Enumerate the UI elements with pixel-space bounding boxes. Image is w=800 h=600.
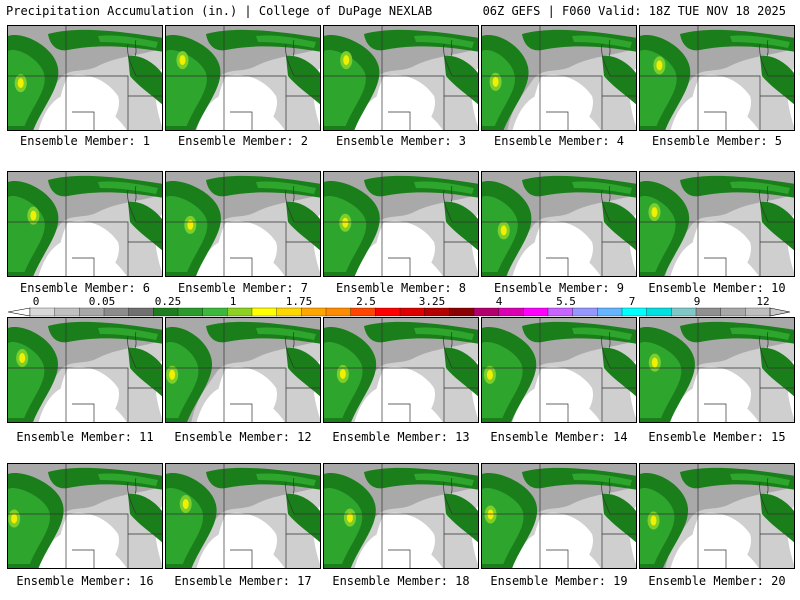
ensemble-map-3 bbox=[323, 25, 479, 131]
colorbar-tick-label: 1.75 bbox=[285, 295, 313, 308]
ensemble-map-11 bbox=[7, 317, 163, 423]
ensemble-member-label: Ensemble Member: 11 bbox=[16, 430, 154, 444]
ensemble-member-label: Ensemble Member: 14 bbox=[490, 430, 628, 444]
ensemble-map-7 bbox=[165, 171, 321, 277]
colorbar-tick-label: 2.5 bbox=[356, 295, 376, 308]
colorbar-tick-label: 0.05 bbox=[88, 295, 116, 308]
colorbar-tick-label: 1 bbox=[229, 295, 237, 308]
ensemble-member-label: Ensemble Member: 18 bbox=[332, 574, 470, 588]
ensemble-member-label: Ensemble Member: 5 bbox=[651, 134, 783, 148]
run-valid-time: 06Z GEFS | F060 Valid: 18Z TUE NOV 18 20… bbox=[482, 4, 786, 18]
colorbar-segment bbox=[572, 307, 598, 317]
ensemble-map-1 bbox=[7, 25, 163, 131]
ensemble-member-label: Ensemble Member: 12 bbox=[174, 430, 312, 444]
ensemble-map-18 bbox=[323, 463, 479, 569]
ensemble-map-17 bbox=[165, 463, 321, 569]
map-title: Precipitation Accumulation (in.) | Colle… bbox=[6, 4, 433, 18]
ensemble-map-9 bbox=[481, 171, 637, 277]
ensemble-map-13 bbox=[323, 317, 479, 423]
colorbar-tick-label: 0.25 bbox=[154, 295, 182, 308]
colorbar-tick-label: 9 bbox=[693, 295, 701, 308]
ensemble-member-label: Ensemble Member: 7 bbox=[177, 281, 309, 295]
colorbar-segment bbox=[745, 307, 771, 317]
colorbar-right-arrow bbox=[769, 307, 791, 317]
ensemble-member-label: Ensemble Member: 19 bbox=[490, 574, 628, 588]
colorbar-tick-label: 3.25 bbox=[418, 295, 446, 308]
colorbar-segment bbox=[29, 307, 56, 317]
colorbar-segment bbox=[103, 307, 130, 317]
colorbar-segment bbox=[424, 307, 450, 317]
colorbar-tick-label: 0 bbox=[32, 295, 40, 308]
ensemble-member-label: Ensemble Member: 3 bbox=[335, 134, 467, 148]
colorbar-segment bbox=[227, 307, 253, 317]
colorbar-segment bbox=[449, 307, 475, 317]
colorbar-left-arrow bbox=[7, 307, 31, 317]
ensemble-member-label: Ensemble Member: 17 bbox=[174, 574, 312, 588]
ensemble-map-15 bbox=[639, 317, 795, 423]
ensemble-member-label: Ensemble Member: 1 bbox=[19, 134, 151, 148]
ensemble-map-6 bbox=[7, 171, 163, 277]
colorbar-tick-label: 12 bbox=[756, 295, 770, 308]
ensemble-member-label: Ensemble Member: 10 bbox=[648, 281, 786, 295]
colorbar-segment bbox=[325, 307, 352, 317]
colorbar-segment bbox=[202, 307, 228, 317]
colorbar-segment bbox=[153, 307, 179, 317]
colorbar-segment bbox=[251, 307, 278, 317]
colorbar-segment bbox=[671, 307, 697, 317]
ensemble-member-label: Ensemble Member: 2 bbox=[177, 134, 309, 148]
colorbar-segment bbox=[720, 307, 746, 317]
colorbar-segment bbox=[498, 307, 524, 317]
colorbar-tick-label: 5.5 bbox=[556, 295, 576, 308]
colorbar-segment bbox=[128, 307, 154, 317]
ensemble-member-label: Ensemble Member: 8 bbox=[335, 281, 467, 295]
colorbar-segment bbox=[301, 307, 327, 317]
ensemble-map-20 bbox=[639, 463, 795, 569]
colorbar-segment bbox=[695, 307, 722, 317]
colorbar-segment bbox=[646, 307, 672, 317]
ensemble-map-16 bbox=[7, 463, 163, 569]
colorbar-segment bbox=[375, 307, 401, 317]
colorbar-segment bbox=[177, 307, 204, 317]
ensemble-map-14 bbox=[481, 317, 637, 423]
ensemble-member-label: Ensemble Member: 20 bbox=[648, 574, 786, 588]
ensemble-map-5 bbox=[639, 25, 795, 131]
colorbar-segment bbox=[547, 307, 574, 317]
colorbar-segment bbox=[523, 307, 549, 317]
colorbar-segment bbox=[54, 307, 80, 317]
colorbar-segment bbox=[399, 307, 426, 317]
ensemble-member-label: Ensemble Member: 16 bbox=[16, 574, 154, 588]
ensemble-map-10 bbox=[639, 171, 795, 277]
colorbar-segment bbox=[597, 307, 623, 317]
ensemble-map-2 bbox=[165, 25, 321, 131]
ensemble-member-label: Ensemble Member: 4 bbox=[493, 134, 625, 148]
ensemble-map-8 bbox=[323, 171, 479, 277]
colorbar-tick-label: 4 bbox=[495, 295, 503, 308]
ensemble-map-4 bbox=[481, 25, 637, 131]
ensemble-member-label: Ensemble Member: 15 bbox=[648, 430, 786, 444]
colorbar-segment bbox=[276, 307, 302, 317]
ensemble-map-12 bbox=[165, 317, 321, 423]
ensemble-member-label: Ensemble Member: 6 bbox=[19, 281, 151, 295]
ensemble-member-label: Ensemble Member: 13 bbox=[332, 430, 470, 444]
colorbar-tick-label: 7 bbox=[628, 295, 636, 308]
precip-colorbar bbox=[7, 307, 791, 317]
ensemble-map-19 bbox=[481, 463, 637, 569]
ensemble-member-label: Ensemble Member: 9 bbox=[493, 281, 625, 295]
colorbar-segment bbox=[79, 307, 105, 317]
colorbar-segment bbox=[350, 307, 376, 317]
colorbar-segment bbox=[621, 307, 648, 317]
colorbar-segment bbox=[473, 307, 500, 317]
